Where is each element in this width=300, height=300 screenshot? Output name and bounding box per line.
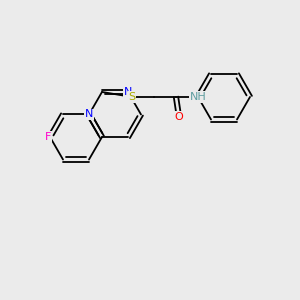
Text: N: N bbox=[85, 110, 93, 119]
Text: NH: NH bbox=[190, 92, 206, 102]
Text: O: O bbox=[175, 112, 183, 122]
Text: S: S bbox=[128, 92, 136, 102]
Text: F: F bbox=[45, 132, 51, 142]
Text: N: N bbox=[124, 87, 132, 97]
